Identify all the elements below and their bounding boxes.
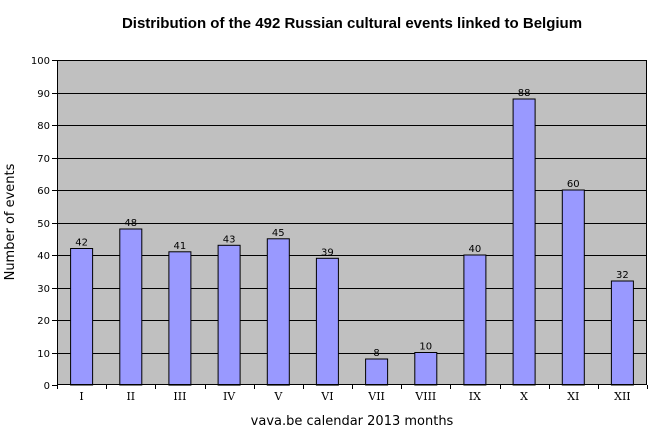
y-axis-title: Number of events	[3, 163, 18, 280]
bar-value-label: 60	[567, 179, 580, 190]
bar-value-label: 41	[174, 241, 187, 252]
y-tick-label: 70	[37, 154, 50, 165]
x-tick-label: XI	[567, 390, 579, 403]
x-tick-label: V	[273, 390, 283, 403]
x-tick-label: VII	[367, 390, 385, 403]
y-tick-label: 20	[37, 316, 50, 327]
y-tick-label: 50	[37, 219, 50, 230]
y-tick-label: 60	[37, 186, 50, 197]
bar-value-label: 39	[321, 247, 334, 258]
bar-VI	[315, 257, 339, 386]
bar-IV	[217, 244, 241, 386]
bar-XI	[561, 189, 585, 386]
bar-value-label: 40	[469, 244, 482, 255]
bar-VIII	[414, 352, 438, 386]
x-tick-label: III	[173, 390, 186, 403]
bar-V	[266, 238, 290, 386]
bar-value-label: 43	[223, 234, 236, 245]
bar-value-label: 8	[373, 348, 379, 359]
bar-III	[168, 251, 192, 386]
bar-value-label: 45	[272, 228, 285, 239]
plot-border	[57, 60, 647, 385]
y-tick-label: 40	[37, 251, 50, 262]
x-tick-label: II	[126, 390, 135, 403]
bar-XII	[610, 280, 634, 386]
y-tick-label: 100	[31, 56, 50, 67]
chart-title: Distribution of the 492 Russian cultural…	[122, 15, 582, 32]
x-tick-label: X	[520, 390, 528, 403]
x-tick-label: VIII	[414, 390, 436, 403]
x-tick-label: I	[79, 390, 83, 403]
x-tick-label: IX	[469, 390, 481, 403]
bar-IX	[463, 254, 487, 386]
bar-II	[119, 228, 143, 386]
bar-value-label: 42	[75, 238, 88, 249]
bar-X	[512, 98, 536, 386]
y-tick-label: 80	[37, 121, 50, 132]
x-axis-title: vava.be calendar 2013 months	[251, 414, 454, 429]
y-tick-label: 0	[44, 381, 50, 392]
bar-VII	[365, 358, 389, 386]
bar-value-label: 48	[124, 218, 137, 229]
y-tick-label: 10	[37, 349, 50, 360]
y-tick-label: 90	[37, 89, 50, 100]
bar-value-label: 32	[616, 270, 629, 281]
bar-value-label: 10	[419, 342, 432, 353]
x-tick-label: XII	[614, 390, 631, 403]
bar-I	[70, 248, 94, 386]
plot-background	[57, 60, 647, 385]
bar-value-label: 88	[518, 88, 531, 99]
x-tick-label: IV	[223, 390, 236, 403]
plot-area: 0 10 20 30 40 50 60 70 80 90 100 42 I 48 II 41 III 43 IV 45…	[31, 56, 648, 403]
y-tick-label: 30	[37, 284, 50, 295]
x-tick-label: VI	[320, 390, 333, 403]
